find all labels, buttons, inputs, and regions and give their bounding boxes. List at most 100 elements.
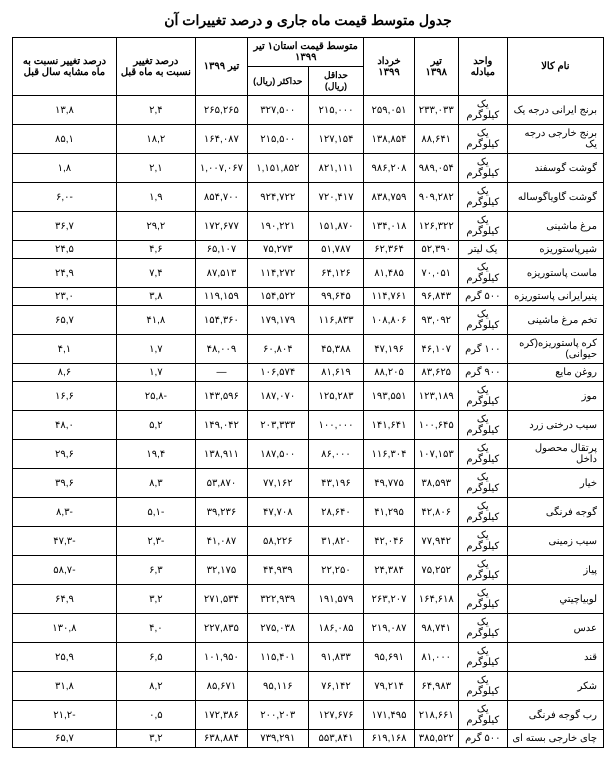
cell-pct-prev: ۱۸,۲ — [116, 125, 195, 154]
cell-min: ۱۱۶,۸۳۳ — [308, 306, 364, 335]
cell-name: سیب درختی زرد — [507, 411, 603, 440]
cell-tir98: ۵۲,۳۹۰ — [414, 241, 458, 259]
cell-tir98: ۴۶,۱۰۷ — [414, 335, 458, 364]
header-pct-year: درصد تغییر نسبت به ماه مشابه سال قبل — [13, 38, 117, 96]
cell-tir98: ۱۰۷,۱۵۳ — [414, 440, 458, 469]
cell-khordad99: ۴۷,۱۹۶ — [364, 335, 414, 364]
cell-max: ۲۰۰,۲۰۳ — [248, 701, 309, 730]
cell-pct-year: ۲۴,۹ — [13, 259, 117, 288]
cell-pct-year: -۶,۰ — [13, 183, 117, 212]
cell-min: ۱۸۶,۰۸۵ — [308, 614, 364, 643]
cell-min: ۲۱۵,۰۰۰ — [308, 96, 364, 125]
header-tir98: تیر ۱۳۹۸ — [414, 38, 458, 96]
cell-khordad99: ۶۲,۳۶۴ — [364, 241, 414, 259]
header-tir99: تیر ۱۳۹۹ — [195, 38, 247, 96]
cell-max: ۲۷۵,۰۳۸ — [248, 614, 309, 643]
cell-tir99: ۱۴۳,۵۹۶ — [195, 382, 247, 411]
cell-name: برنج ایرانی درجه یک — [507, 96, 603, 125]
cell-name: شیرپاستوریزه — [507, 241, 603, 259]
cell-tir99: ۳۹,۲۳۶ — [195, 498, 247, 527]
cell-pct-year: ۶۴,۹ — [13, 585, 117, 614]
cell-pct-prev: ۱۹,۴ — [116, 440, 195, 469]
cell-khordad99: ۱۳۴,۰۱۸ — [364, 212, 414, 241]
cell-pct-prev: ۲۹,۲ — [116, 212, 195, 241]
table-row: چای خارجی بسته ای۵۰۰ گرم۳۸۵,۵۲۲۶۱۹,۱۶۸۵۵… — [13, 730, 604, 748]
table-row: پیازیک کیلوگرم۷۵,۲۵۲۲۴,۳۸۴۲۲,۲۵۰۴۴,۹۳۹۳۲… — [13, 556, 604, 585]
cell-pct-prev: ۵,۲ — [116, 411, 195, 440]
cell-unit: یک کیلوگرم — [458, 306, 507, 335]
cell-khordad99: ۱۱۶,۳۰۴ — [364, 440, 414, 469]
cell-khordad99: ۱۴۱,۶۴۱ — [364, 411, 414, 440]
table-row: خیاریک کیلوگرم۳۸,۵۹۳۴۹,۷۷۵۴۳,۱۹۶۷۷,۱۶۲۵۳… — [13, 469, 604, 498]
cell-max: ۶۰,۸۰۴ — [248, 335, 309, 364]
cell-min: ۳۱,۸۲۰ — [308, 527, 364, 556]
cell-tir98: ۹۳,۰۹۲ — [414, 306, 458, 335]
cell-pct-year: ۱۶,۶ — [13, 382, 117, 411]
cell-pct-year: ۶۵,۷ — [13, 730, 117, 748]
header-province-group: متوسط قیمت استان۱ تیر ۱۳۹۹ — [248, 38, 364, 67]
cell-max: ۱۷۹,۱۷۹ — [248, 306, 309, 335]
table-row: ماست پاستوریزهیک کیلوگرم۷۰,۰۵۱۸۱,۴۸۵۶۴,۱… — [13, 259, 604, 288]
cell-name: موز — [507, 382, 603, 411]
cell-unit: یک کیلوگرم — [458, 469, 507, 498]
cell-khordad99: ۷۹,۲۱۴ — [364, 672, 414, 701]
cell-tir98: ۱۲۶,۳۲۲ — [414, 212, 458, 241]
cell-khordad99: ۸۸,۲۰۵ — [364, 364, 414, 382]
cell-tir99: ۲۶۵,۲۶۵ — [195, 96, 247, 125]
cell-pct-year: ۱۳۰,۸ — [13, 614, 117, 643]
cell-name: برنج خارجی درجه یک — [507, 125, 603, 154]
cell-unit: یک کیلوگرم — [458, 440, 507, 469]
cell-unit: یک کیلوگرم — [458, 382, 507, 411]
cell-tir98: ۲۱۸,۶۶۱ — [414, 701, 458, 730]
cell-tir98: ۹۰۹,۲۸۲ — [414, 183, 458, 212]
cell-khordad99: ۶۱۹,۱۶۸ — [364, 730, 414, 748]
cell-pct-year: ۲۵,۹ — [13, 643, 117, 672]
cell-tir99: ۸۵,۶۷۱ — [195, 672, 247, 701]
cell-max: ۳۲۲,۹۳۹ — [248, 585, 309, 614]
table-row: موزیک کیلوگرم۱۲۳,۱۸۹۱۹۳,۵۵۱۱۲۵,۲۸۳۱۸۷,۰۷… — [13, 382, 604, 411]
cell-tir98: ۹۸۹,۰۵۴ — [414, 154, 458, 183]
cell-max: ۹۵,۱۱۶ — [248, 672, 309, 701]
cell-unit: یک کیلوگرم — [458, 556, 507, 585]
cell-unit: یک کیلوگرم — [458, 411, 507, 440]
table-row: سیب درختی زردیک کیلوگرم۱۰۰,۶۴۵۱۴۱,۶۴۱۱۰۰… — [13, 411, 604, 440]
cell-max: ۴۴,۹۳۹ — [248, 556, 309, 585]
cell-pct-prev: ۳,۸ — [116, 288, 195, 306]
cell-khordad99: ۱۹۳,۵۵۱ — [364, 382, 414, 411]
cell-tir98: ۸۳,۶۲۵ — [414, 364, 458, 382]
cell-name: شکر — [507, 672, 603, 701]
cell-min: ۱۲۵,۲۸۳ — [308, 382, 364, 411]
cell-tir99: ۱۰۱,۹۵۰ — [195, 643, 247, 672]
table-row: شکریک کیلوگرم۶۴,۹۸۳۷۹,۲۱۴۷۶,۱۴۲۹۵,۱۱۶۸۵,… — [13, 672, 604, 701]
header-unit: واحد مبادله — [458, 38, 507, 96]
table-row: برنج خارجی درجه یکیک کیلوگرم۸۸,۶۴۱۱۳۸,۸۵… — [13, 125, 604, 154]
cell-pct-year: ۲۴,۵ — [13, 241, 117, 259]
cell-unit: یک کیلوگرم — [458, 259, 507, 288]
cell-pct-year: ۸,۶ — [13, 364, 117, 382]
cell-min: ۲۲,۲۵۰ — [308, 556, 364, 585]
cell-unit: یک کیلوگرم — [458, 498, 507, 527]
cell-unit: ۱۰۰ گرم — [458, 335, 507, 364]
cell-name: گوشت گوسفند — [507, 154, 603, 183]
cell-khordad99: ۱۰۸,۸۰۶ — [364, 306, 414, 335]
cell-unit: ۹۰۰ گرم — [458, 364, 507, 382]
table-row: پرتقال محصول داخلیک کیلوگرم۱۰۷,۱۵۳۱۱۶,۳۰… — [13, 440, 604, 469]
cell-tir99: ۵۳,۸۷۰ — [195, 469, 247, 498]
cell-min: ۵۵۳,۸۴۱ — [308, 730, 364, 748]
cell-pct-year: -۴۷,۳ — [13, 527, 117, 556]
table-row: برنج ایرانی درجه یکیک کیلوگرم۲۳۳,۰۳۳۲۵۹,… — [13, 96, 604, 125]
cell-max: ۷۵,۲۷۳ — [248, 241, 309, 259]
cell-unit: یک کیلوگرم — [458, 585, 507, 614]
table-row: رب گوجه فرنگییک کیلوگرم۲۱۸,۶۶۱۱۷۱,۴۹۵۱۲۷… — [13, 701, 604, 730]
cell-tir99: ۱۷۲,۳۸۶ — [195, 701, 247, 730]
cell-tir99: ۱۳۸,۹۱۱ — [195, 440, 247, 469]
table-row: گوشت گاوياگوسالهیک کیلوگرم۹۰۹,۲۸۲۸۳۸,۷۵۹… — [13, 183, 604, 212]
table-row: گوشت گوسفندیک کیلوگرم۹۸۹,۰۵۴۹۸۶,۲۰۸۸۲۱,۱… — [13, 154, 604, 183]
cell-min: ۷۶,۱۴۲ — [308, 672, 364, 701]
cell-name: روغن مایع — [507, 364, 603, 382]
table-row: گوجه فرنگییک کیلوگرم۴۲,۸۰۶۴۱,۲۹۵۲۸,۶۴۰۴۷… — [13, 498, 604, 527]
cell-name: سیب زمینی — [507, 527, 603, 556]
cell-khordad99: ۴۱,۲۹۵ — [364, 498, 414, 527]
cell-pct-prev: ۳,۲ — [116, 730, 195, 748]
cell-pct-year: ۳۹,۶ — [13, 469, 117, 498]
